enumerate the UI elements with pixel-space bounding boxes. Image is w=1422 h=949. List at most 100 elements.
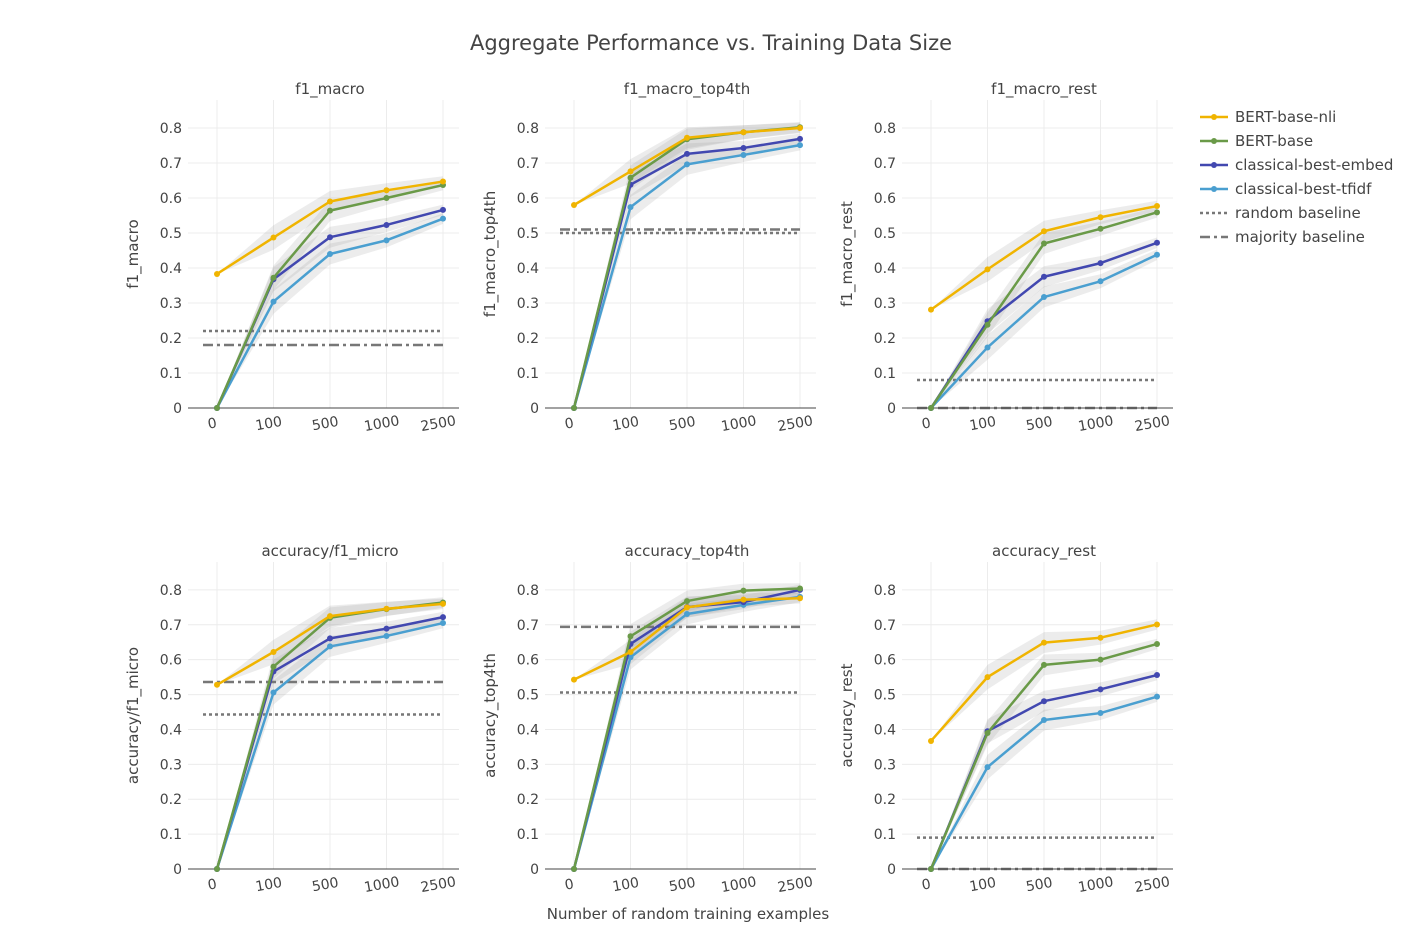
point-classical-best-embed xyxy=(740,144,747,151)
figure-title: Aggregate Performance vs. Training Data … xyxy=(470,31,952,55)
x-tick-label: 100 xyxy=(611,875,640,895)
point-classical-best-tfidf xyxy=(984,344,991,351)
y-tick-label: 0.1 xyxy=(874,366,896,382)
point-bert-base xyxy=(214,866,220,872)
x-tick-label: 1000 xyxy=(720,874,758,896)
point-classical-best-embed xyxy=(383,221,390,228)
subplot-title: accuracy_rest xyxy=(992,542,1096,561)
ci-band-classical-best-embed xyxy=(217,611,443,869)
legend-swatch-marker xyxy=(1211,186,1217,192)
subplot-grid: 00.10.20.30.40.50.60.70.80 100 500 1000 2500… xyxy=(124,80,1173,896)
point-classical-best-tfidf xyxy=(740,151,747,158)
y-tick-label: 0.7 xyxy=(160,618,182,634)
y-tick-label: 0.4 xyxy=(517,722,539,738)
y-tick-label: 0.8 xyxy=(517,583,539,599)
x-tick-label: 2500 xyxy=(1133,874,1171,896)
x-tick-label: 500 xyxy=(668,875,697,895)
ci-band-classical-best-tfidf xyxy=(217,617,443,869)
point-bert-base xyxy=(270,274,277,281)
y-tick-label: 0.7 xyxy=(517,618,539,634)
y-tick-label: 0.1 xyxy=(517,366,539,382)
x-tick-label: 2500 xyxy=(776,874,814,896)
subplot-f1-macro: 0 0.1 0.2 0.3 0.4 0.5 0.6 0.7 0.8 0 100 500 1000 2500… xyxy=(124,80,459,435)
x-tick-label: 2500 xyxy=(419,874,457,896)
point-bert-base-nli xyxy=(571,676,577,683)
legend-item-random-baseline: random baseline xyxy=(1200,204,1361,222)
y-tick-label: 0.2 xyxy=(160,792,182,808)
y-tick-label: 0.1 xyxy=(874,827,896,843)
y-tick-label: 0 xyxy=(530,862,539,878)
point-classical-best-embed xyxy=(1154,239,1160,246)
x-tick-label: 100 xyxy=(254,414,283,434)
y-axis-label: f1_macro_rest xyxy=(838,201,857,307)
y-tick-label: 0.6 xyxy=(517,653,539,669)
x-tick-label: 2500 xyxy=(419,413,457,435)
point-bert-base-nli xyxy=(928,306,934,313)
point-classical-best-embed xyxy=(1097,260,1104,267)
point-bert-base xyxy=(383,195,390,201)
point-bert-base-nli xyxy=(1154,203,1160,210)
legend-label: classical-best-embed xyxy=(1235,156,1393,174)
x-tick-label: 1000 xyxy=(363,874,401,896)
subplot-f1-macro-top4th: 0 0.1 0.2 0.3 0.4 0.5 0.6 0.7 0.8 0 100 500 1000 2500… xyxy=(481,80,816,435)
point-classical-best-tfidf xyxy=(383,632,390,639)
x-tick-label: 2500 xyxy=(1133,413,1171,435)
point-classical-best-tfidf xyxy=(627,204,634,211)
y-tick-label: 0.7 xyxy=(160,156,182,172)
point-bert-base-nli xyxy=(440,600,446,607)
x-tick-label: 100 xyxy=(968,414,997,434)
point-classical-best-tfidf xyxy=(440,620,446,627)
point-bert-base-nli xyxy=(797,125,803,131)
y-axis-label: f1_macro_top4th xyxy=(481,191,500,317)
subplot-title: f1_macro_rest xyxy=(991,80,1097,99)
y-axis-label: f1_macro xyxy=(124,219,143,288)
point-bert-base xyxy=(797,585,803,592)
point-classical-best-embed xyxy=(797,135,803,142)
ci-band-bert-base-nli xyxy=(217,176,443,274)
point-bert-base xyxy=(740,587,747,594)
legend-item-classical-best-embed: classical-best-embed xyxy=(1200,156,1393,174)
y-tick-label: 0.3 xyxy=(517,757,539,773)
y-tick-label: 0.7 xyxy=(874,618,896,634)
point-bert-base xyxy=(684,598,690,605)
legend-label: majority baseline xyxy=(1235,228,1365,246)
x-tick-label: 500 xyxy=(1025,875,1054,895)
y-tick-label: 0.3 xyxy=(874,757,896,773)
point-bert-base-nli xyxy=(214,681,220,688)
ci-band-classical-best-tfidf xyxy=(931,691,1157,869)
point-classical-best-embed xyxy=(684,150,690,157)
point-classical-best-tfidf xyxy=(1154,251,1160,258)
legend-swatch-marker xyxy=(1211,162,1217,168)
point-bert-base xyxy=(571,866,577,872)
point-classical-best-embed xyxy=(1041,698,1047,705)
point-classical-best-embed xyxy=(1097,686,1104,693)
subplot-title: accuracy_top4th xyxy=(625,542,750,561)
point-bert-base xyxy=(1097,225,1104,232)
legend-item-classical-best-tfidf: classical-best-tfidf xyxy=(1200,180,1372,198)
y-tick-label: 0.4 xyxy=(517,261,539,277)
point-bert-base xyxy=(1097,656,1104,663)
y-axis-label: accuracy/f1_micro xyxy=(124,647,143,784)
point-bert-base-nli xyxy=(214,270,220,277)
y-tick-label: 0.2 xyxy=(874,331,896,347)
point-bert-base-nli xyxy=(1041,639,1047,646)
point-classical-best-tfidf xyxy=(797,142,803,149)
point-classical-best-tfidf xyxy=(627,654,634,661)
legend-label: BERT-base-nli xyxy=(1235,108,1336,126)
y-tick-label: 0 xyxy=(173,401,182,417)
legend-item-majority-baseline: majority baseline xyxy=(1200,228,1365,246)
subplot-title: accuracy/f1_micro xyxy=(261,542,398,561)
x-tick-label: 1000 xyxy=(1077,413,1115,435)
y-tick-label: 0.5 xyxy=(517,688,539,704)
x-tick-label: 1000 xyxy=(720,413,758,435)
point-bert-base-nli xyxy=(383,187,390,194)
y-tick-label: 0 xyxy=(530,401,539,417)
point-classical-best-tfidf xyxy=(383,237,390,244)
point-bert-base xyxy=(928,405,934,411)
point-classical-best-tfidf xyxy=(327,643,333,650)
point-bert-base-nli xyxy=(684,134,690,141)
legend-item-bert-base: BERT-base xyxy=(1200,132,1313,150)
y-tick-label: 0.5 xyxy=(874,688,896,704)
point-bert-base xyxy=(1154,209,1160,216)
y-tick-label: 0.6 xyxy=(517,191,539,207)
